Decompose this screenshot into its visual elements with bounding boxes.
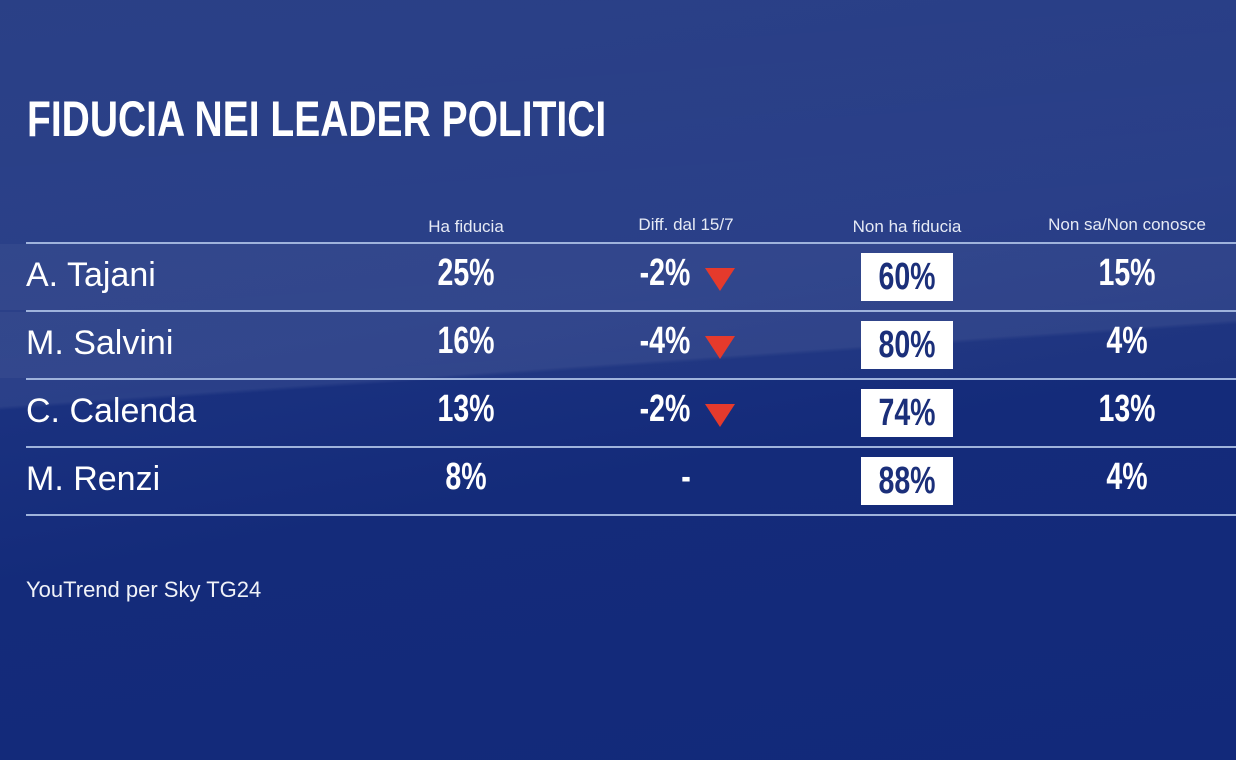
leader-name: M. Salvini — [26, 324, 174, 362]
non-sa-value: 15% — [1098, 252, 1156, 294]
header-non-sa: Non sa/Non conosce — [1048, 215, 1206, 234]
non-sa-value: 4% — [1106, 320, 1148, 362]
row-divider — [26, 378, 1236, 380]
page-title: FIDUCIA NEI LEADER POLITICI — [27, 91, 607, 147]
leader-name: A. Tajani — [26, 256, 156, 294]
non-ha-fiducia-value: 88% — [878, 460, 936, 502]
diff-value: -2% — [639, 252, 691, 294]
row-divider — [26, 310, 1236, 312]
ha-fiducia-value: 16% — [437, 320, 495, 362]
non-sa-value: 4% — [1106, 456, 1148, 498]
non-ha-fiducia-box: 88% — [861, 457, 953, 505]
non-ha-fiducia-value: 60% — [878, 256, 936, 298]
non-ha-fiducia-box: 80% — [861, 321, 953, 369]
ha-fiducia-value: 13% — [437, 388, 495, 430]
source-footer: YouTrend per Sky TG24 — [26, 577, 262, 602]
down-arrow-icon — [705, 336, 735, 359]
down-arrow-icon — [705, 268, 735, 291]
header-diff: Diff. dal 15/7 — [638, 215, 734, 234]
ha-fiducia-value: 8% — [445, 456, 487, 498]
non-ha-fiducia-value: 80% — [878, 324, 936, 366]
header-ha-fiducia: Ha fiducia — [428, 217, 504, 236]
down-arrow-icon — [705, 404, 735, 427]
diff-value: -2% — [639, 388, 691, 430]
non-ha-fiducia-box: 60% — [861, 253, 953, 301]
row-divider — [26, 446, 1236, 448]
non-ha-fiducia-box: 74% — [861, 389, 953, 437]
non-sa-value: 13% — [1098, 388, 1156, 430]
table-row: C. Calenda 13% -2% 74% 13% — [0, 380, 1236, 446]
diff-value: - — [681, 456, 691, 498]
header-non-ha-fiducia: Non ha fiducia — [852, 217, 962, 236]
leader-name: C. Calenda — [26, 392, 197, 430]
non-ha-fiducia-value: 74% — [878, 392, 936, 434]
ha-fiducia-value: 25% — [437, 252, 495, 294]
diff-value: -4% — [639, 320, 691, 362]
table-row: M. Salvini 16% -4% 80% 4% — [0, 312, 1236, 378]
leader-name: M. Renzi — [26, 460, 161, 498]
row-divider — [26, 242, 1236, 244]
table-row: A. Tajani 25% -2% 60% 15% — [0, 244, 1236, 310]
row-divider — [26, 514, 1236, 516]
table-row: M. Renzi 8% - 88% 4% — [0, 448, 1236, 514]
